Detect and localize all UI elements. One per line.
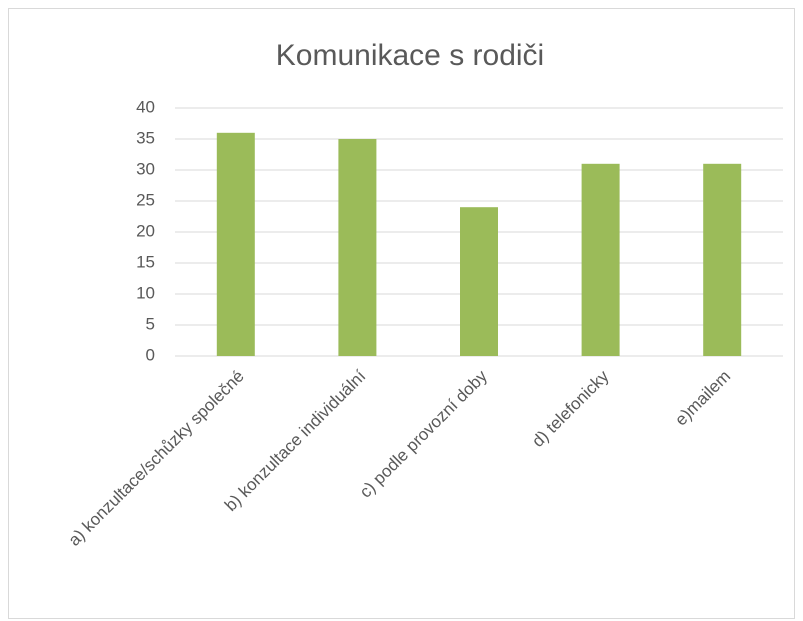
y-tick-label: 15: [136, 252, 155, 271]
bar: [460, 207, 498, 356]
chart-frame: [8, 8, 795, 619]
y-tick-label: 5: [146, 314, 155, 333]
bar: [216, 132, 255, 356]
bar: [581, 163, 620, 356]
y-tick-label: 25: [136, 190, 155, 209]
y-tick-label: 0: [146, 345, 155, 364]
bar: [703, 163, 742, 356]
y-tick-label: 35: [136, 128, 155, 147]
y-tick-label: 40: [136, 97, 155, 116]
y-tick-label: 30: [136, 159, 155, 178]
y-tick-label: 20: [136, 221, 155, 240]
bar: [338, 139, 377, 356]
chart-title: Komunikace s rodiči: [276, 39, 544, 72]
y-tick-label: 10: [136, 283, 155, 302]
